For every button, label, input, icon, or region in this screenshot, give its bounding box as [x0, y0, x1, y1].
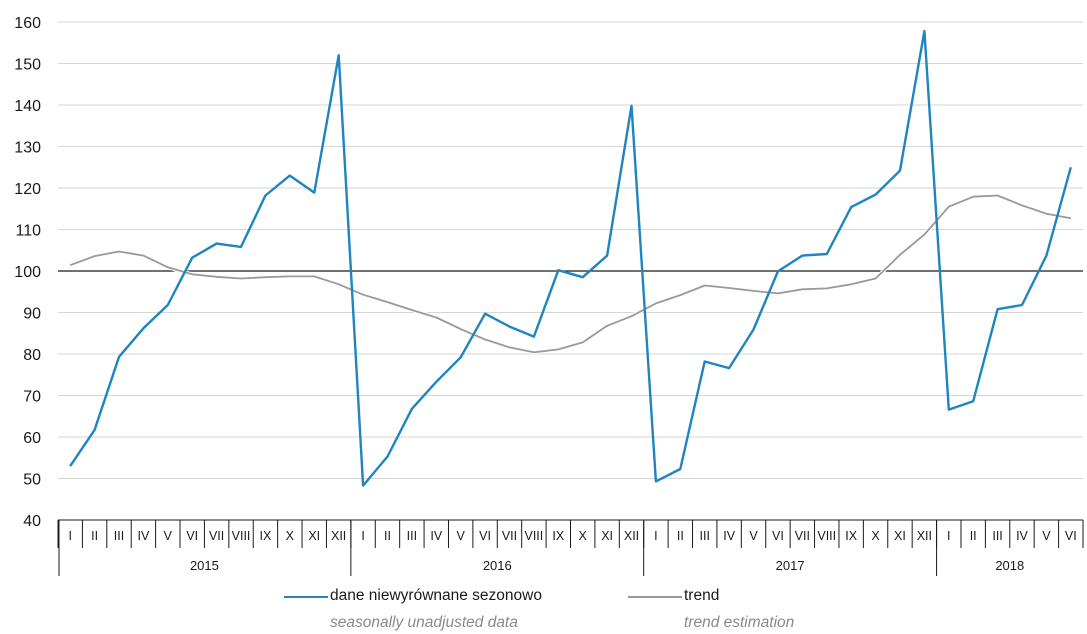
gridlines [58, 21, 1083, 479]
x-tick-label: X [286, 529, 295, 543]
x-tick-label: I [68, 529, 71, 543]
x-tick-label: V [457, 529, 466, 543]
x-tick-label: XI [308, 529, 320, 543]
x-tick-label: IX [552, 529, 564, 543]
y-tick-label: 70 [23, 389, 41, 406]
year-label: 2015 [190, 558, 219, 573]
series-line-unadjusted [69, 29, 1072, 487]
y-tick-label: 120 [14, 181, 41, 198]
legend-label-trend: trend [684, 587, 720, 604]
y-tick-label: 80 [23, 347, 41, 364]
y-tick-label: 110 [15, 223, 41, 240]
x-tick-label: X [579, 529, 588, 543]
x-tick-label: VI [1065, 529, 1077, 543]
x-tick-label: II [384, 529, 391, 543]
x-tick-label: IX [845, 529, 857, 543]
x-tick-label: XI [601, 529, 613, 543]
y-tick-label: 40 [23, 513, 41, 530]
x-tick-label: IV [430, 529, 442, 543]
x-tick-label: VIII [525, 529, 544, 543]
x-tick-label: III [700, 529, 710, 543]
x-tick-label: VI [772, 529, 784, 543]
y-tick-label: 160 [14, 15, 41, 32]
x-tick-label: V [749, 529, 758, 543]
x-tick-label: V [164, 529, 173, 543]
x-tick-label: XII [624, 529, 639, 543]
legend-sublabel-trend: trend estimation [684, 614, 795, 631]
legend-label-unadjusted: dane niewyrównane sezonowo [330, 587, 542, 604]
x-tick-label: I [361, 529, 364, 543]
x-tick-label: XII [331, 529, 346, 543]
y-tick-label: 100 [14, 264, 41, 281]
x-tick-label: V [1042, 529, 1051, 543]
x-axis: I II III IV V VI VII VIII IX X XI XII I II III IV V VI VII… [57, 519, 1084, 576]
x-tick-label: II [91, 529, 98, 543]
series-lines [69, 29, 1072, 487]
year-label: 2016 [483, 558, 512, 573]
x-tick-label: VI [186, 529, 198, 543]
x-tick-label: X [871, 529, 880, 543]
x-tick-label: III [407, 529, 417, 543]
x-tick-label: IX [260, 529, 272, 543]
series-line-trend [69, 194, 1071, 354]
x-tick-label: VII [502, 529, 517, 543]
x-tick-label: VIII [817, 529, 836, 543]
y-tick-label: 130 [14, 140, 41, 157]
x-tick-label: I [947, 529, 950, 543]
x-tick-label: XII [917, 529, 932, 543]
legend-sublabel-unadjusted: seasonally unadjusted data [330, 614, 518, 631]
x-tick-label: II [677, 529, 684, 543]
x-tick-label: VIII [232, 529, 251, 543]
legend-swatch-trend [628, 596, 682, 598]
x-tick-label: III [114, 529, 124, 543]
y-tick-label: 50 [23, 472, 41, 489]
year-label: 2018 [995, 558, 1024, 573]
year-label: 2017 [776, 558, 805, 573]
y-tick-label: 60 [23, 430, 41, 447]
y-axis-ticks: 40 50 60 70 80 90 100 110 120 130 140 150 160 [14, 15, 41, 530]
y-tick-label: 140 [14, 98, 41, 115]
x-tick-label: I [654, 529, 657, 543]
x-tick-label: IV [723, 529, 735, 543]
x-tick-label: XI [894, 529, 906, 543]
y-tick-label: 90 [23, 306, 41, 323]
x-tick-label: IV [138, 529, 150, 543]
y-tick-label: 150 [14, 57, 41, 74]
x-tick-label: VII [209, 529, 224, 543]
legend-swatch-unadjusted [284, 596, 328, 598]
x-tick-label: II [970, 529, 977, 543]
x-tick-label: III [992, 529, 1002, 543]
x-tick-label: IV [1016, 529, 1028, 543]
x-tick-label: VI [479, 529, 491, 543]
x-tick-label: VII [795, 529, 810, 543]
